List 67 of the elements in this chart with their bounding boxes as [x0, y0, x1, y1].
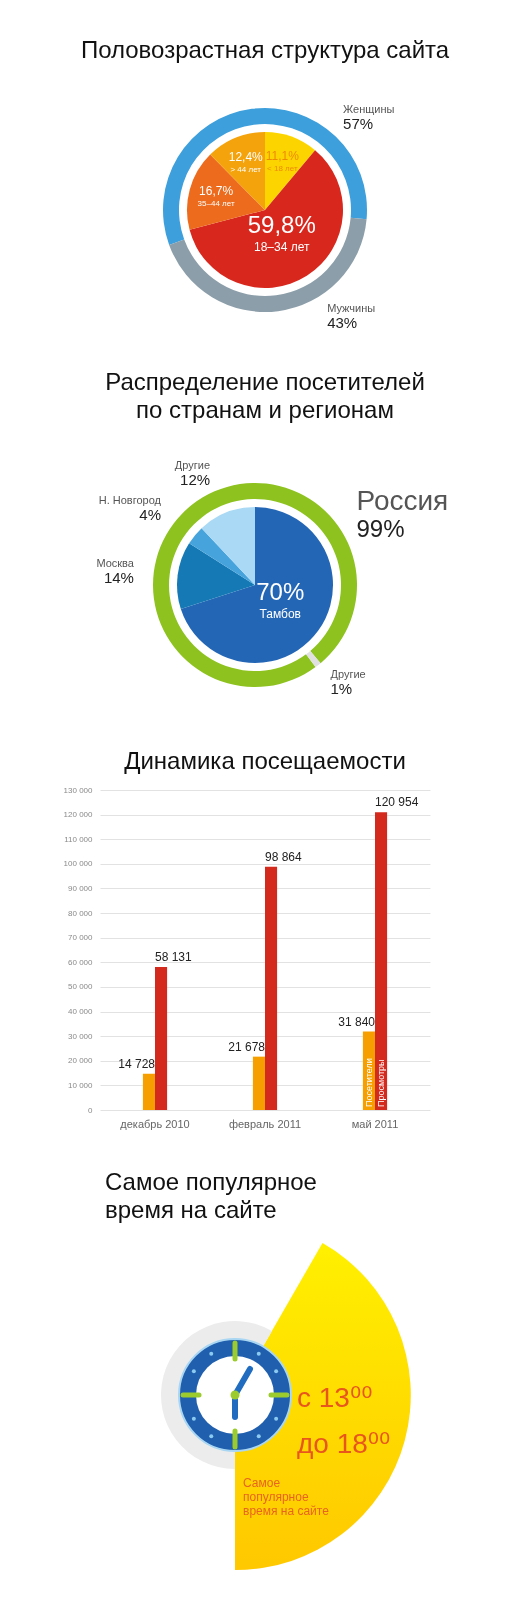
slice-label: Мужчины	[327, 301, 376, 314]
slice-label: < 18 лет	[267, 164, 298, 174]
slice-label: > 44 лет	[230, 165, 262, 175]
pie-slice	[177, 543, 255, 610]
data-label: 43%	[327, 313, 358, 331]
chart-title: Динамика посещаемости	[124, 747, 406, 774]
chart-title: Половозрастная структура сайта	[80, 36, 450, 63]
bar	[265, 866, 278, 1110]
y-tick-label: 30 000	[68, 1031, 94, 1041]
data-label: 12,4%	[228, 150, 264, 165]
x-tick-label: февраль 2011	[228, 1117, 302, 1130]
bar	[252, 1056, 265, 1110]
data-label: 70%	[256, 578, 305, 606]
data-label: 98 864	[265, 849, 303, 864]
slice-label: Другие	[330, 667, 366, 680]
slice-label: Н. Новгород	[98, 494, 162, 507]
slice-label: Россия	[356, 485, 449, 517]
pie-slice	[180, 507, 333, 663]
bar	[142, 1073, 155, 1110]
y-tick-label: 40 000	[68, 1007, 94, 1017]
series-label: Посетители	[363, 1058, 374, 1107]
pie-slice	[189, 150, 343, 288]
pie-slice	[189, 528, 255, 585]
y-tick-label: 10 000	[68, 1080, 94, 1090]
pie-slice	[201, 507, 255, 585]
y-tick-label: 60 000	[68, 957, 94, 967]
data-label: 14%	[103, 568, 134, 586]
data-label: 16,7%	[199, 183, 234, 198]
data-label: 4%	[139, 506, 161, 524]
y-tick-label: 70 000	[68, 933, 94, 943]
y-tick-label: 0	[88, 1105, 94, 1115]
y-tick-label: 50 000	[68, 982, 94, 992]
y-tick-label: 120 000	[63, 810, 94, 820]
data-label: 11,1%	[265, 149, 300, 164]
data-label: 31 840	[338, 1014, 376, 1029]
slice-label: 18–34 лет	[253, 240, 310, 255]
x-tick-label: май 2011	[351, 1117, 399, 1130]
data-label: 99%	[356, 515, 405, 543]
slice-label: 35–44 лет	[197, 198, 235, 208]
data-label: 21 678	[228, 1039, 266, 1054]
data-label: 59,8%	[247, 211, 316, 239]
data-label: 58 131	[155, 949, 193, 964]
y-tick-label: 90 000	[68, 883, 94, 893]
y-tick-label: 130 000	[63, 785, 94, 795]
y-tick-label: 20 000	[68, 1056, 94, 1066]
bar	[375, 812, 388, 1110]
data-label: 57%	[343, 115, 374, 133]
donut-slice	[306, 650, 321, 668]
chart-title: Распределение посетителей по странам и регионам	[105, 368, 425, 423]
text: Самое популярное время на сайте	[243, 1476, 330, 1518]
y-tick-label: 110 000	[64, 834, 94, 844]
slice-label: Женщины	[343, 103, 395, 116]
slice-label: Москва	[96, 556, 135, 569]
data-label: 12%	[180, 470, 211, 488]
data-label: 14 728	[118, 1056, 156, 1071]
data-label: 1%	[330, 679, 353, 697]
x-tick-label: декабрь 2010	[120, 1117, 190, 1130]
data-label: 120 954	[375, 795, 419, 810]
text: Самое популярное время на сайте	[105, 1168, 317, 1223]
slice-label: Тамбов	[259, 607, 301, 622]
y-tick-label: 100 000	[63, 859, 94, 869]
bar	[155, 966, 168, 1110]
text: с 13⁰⁰	[297, 1382, 373, 1413]
slice-label: Другие	[174, 458, 211, 471]
series-label: Просмотры	[376, 1059, 387, 1107]
y-tick-label: 80 000	[68, 908, 94, 918]
text: до 18⁰⁰	[297, 1428, 391, 1459]
